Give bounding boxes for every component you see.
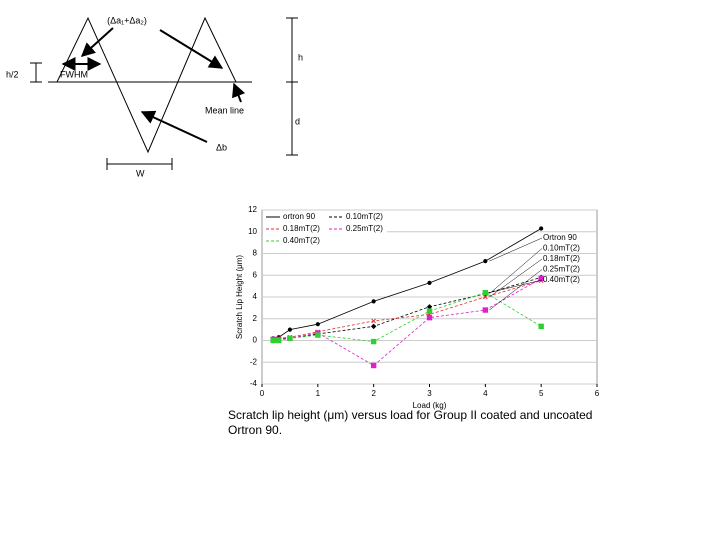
leader-line: [489, 269, 543, 311]
point: [426, 314, 433, 321]
diagram-label: (Δa₁+Δa₂): [107, 15, 147, 25]
point: [370, 362, 377, 369]
diagram-label: h: [298, 52, 303, 62]
y-tick-label: -4: [250, 379, 258, 388]
y-tick-label: 8: [253, 249, 258, 258]
legend: ortron 90 0.10mT(2) 0.18mT(2) 0.25mT(2) 0.40…: [263, 211, 387, 249]
diagram-label: W: [136, 168, 145, 178]
y-tick-label: -2: [250, 357, 258, 366]
y-tick-label: 4: [253, 292, 258, 301]
x-tick-label: 3: [427, 389, 432, 398]
annotation: 0.18mT(2): [543, 254, 580, 263]
annotation: 0.10mT(2): [543, 244, 580, 253]
x-tick-label: 1: [316, 389, 321, 398]
annotation: 0.25mT(2): [543, 265, 580, 274]
legend-box: [263, 211, 387, 249]
point: [315, 322, 320, 327]
leader-line: [489, 248, 543, 294]
x-tick-label: 6: [595, 389, 600, 398]
arrow: [232, 82, 246, 103]
y-tick-label: 12: [248, 205, 257, 214]
caption: Scratch lip height (μm) versus load for …: [228, 408, 593, 437]
h2-bracket: [30, 62, 42, 83]
diagram-label: Mean line: [205, 105, 244, 115]
x-axis-label: Load (kg): [413, 401, 447, 410]
point: [482, 307, 489, 313]
point: [538, 275, 544, 282]
legend-label: 0.40mT(2): [283, 236, 320, 245]
x-tick-label: 5: [539, 389, 544, 398]
profile: [56, 16, 237, 154]
x-tick-label: 2: [371, 389, 376, 398]
y-tick-label: 0: [253, 336, 258, 345]
point: [371, 299, 376, 304]
y-tick-label: 2: [253, 314, 258, 323]
diagram-label: Δb: [216, 142, 227, 152]
legend-label: ortron 90: [283, 212, 316, 221]
point: [371, 318, 377, 324]
point: [427, 280, 432, 285]
leader-line: [489, 279, 543, 293]
y-tick-label: 10: [248, 227, 257, 236]
arrow: [80, 27, 114, 57]
point: [315, 332, 321, 338]
h-d-bracket: [286, 17, 298, 156]
diagram-label: h/2: [6, 69, 19, 79]
w-bracket: [106, 158, 173, 170]
point: [482, 294, 488, 300]
y-tick-label: 6: [253, 270, 258, 279]
annotation: 0.40mT(2): [543, 275, 580, 284]
point: [287, 327, 293, 332]
point: [539, 226, 544, 231]
point: [270, 337, 276, 344]
diagram-label: d: [295, 116, 300, 126]
point: [483, 259, 488, 264]
legend-label: 0.10mT(2): [346, 212, 383, 221]
x-tick-label: 0: [260, 389, 265, 398]
point: [370, 323, 377, 330]
leader-line: [489, 237, 543, 262]
point: [287, 335, 293, 342]
point: [482, 289, 489, 296]
arrow: [140, 110, 208, 143]
legend-label: 0.25mT(2): [346, 224, 383, 233]
arrow: [159, 29, 224, 69]
diagram: [30, 16, 298, 170]
point: [538, 323, 544, 330]
y-axis-label: Scratch Lip Height (μm): [235, 255, 244, 340]
point: [370, 338, 377, 345]
legend-label: 0.18mT(2): [283, 224, 320, 233]
diagram-label: FWHM: [60, 69, 88, 79]
x-tick-label: 4: [483, 389, 488, 398]
point: [276, 337, 282, 344]
series-line: [273, 228, 542, 339]
point: [426, 308, 433, 314]
annotation: Ortron 90: [543, 233, 577, 242]
